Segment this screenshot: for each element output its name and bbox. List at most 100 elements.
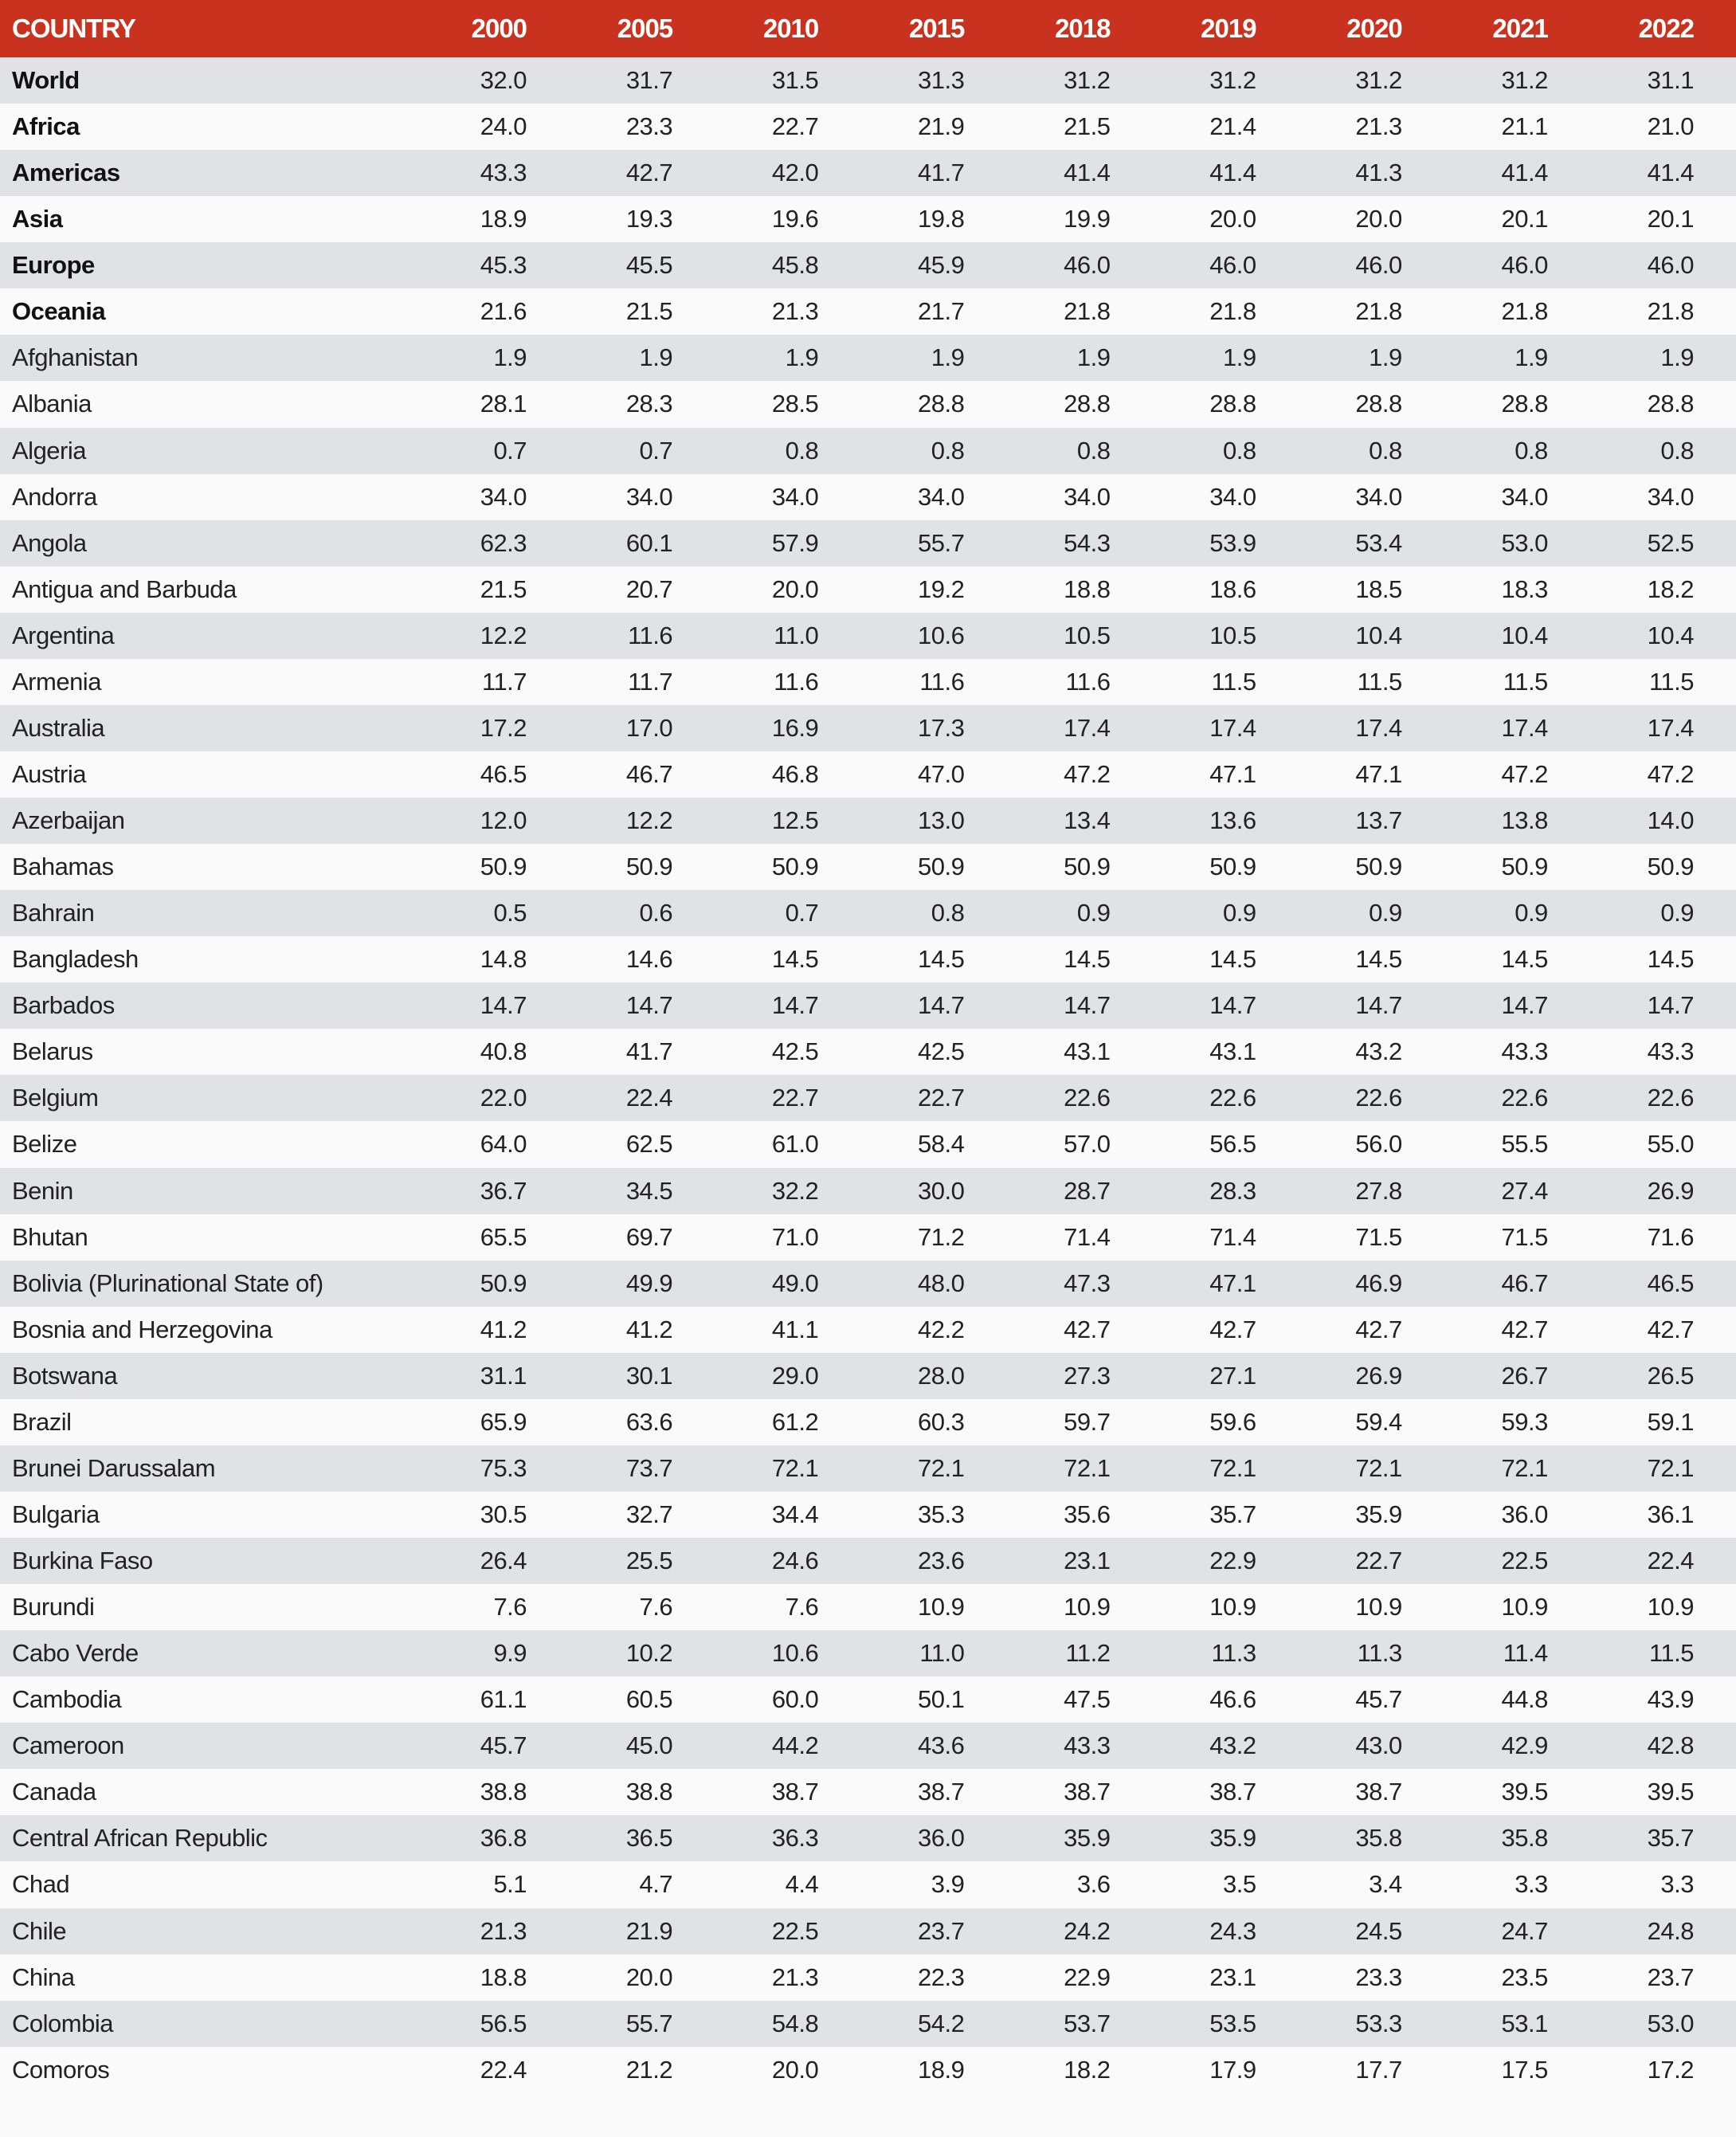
value-cell: 21.1: [1501, 112, 1548, 141]
value-cell: 43.2: [1209, 1731, 1256, 1760]
value-cell: 31.1: [480, 1361, 527, 1390]
value-cell: 18.9: [480, 205, 527, 233]
value-cell: 34.0: [480, 482, 527, 511]
value-cell: 7.6: [639, 1593, 673, 1621]
table-row: Burundi 7.6 7.6 7.6 10.9 10.9 10.9 10.9 10.9 10.9: [0, 1584, 1736, 1631]
value-cell: 21.5: [1064, 112, 1111, 141]
value-cell: 17.5: [1501, 2055, 1548, 2084]
value-cell: 34.5: [625, 1176, 673, 1205]
table-row: Andorra 34.0 34.0 34.0 34.0 34.0 34.0 34.0 34.0 3…: [0, 473, 1736, 520]
table-row: Cambodia 61.1 60.5 60.0 50.1 47.5 46.6 45.7 44.8…: [0, 1676, 1736, 1723]
value-cell: 11.3: [1211, 1639, 1257, 1668]
value-cell: 14.8: [480, 945, 527, 974]
value-cell: 34.0: [1355, 482, 1402, 511]
value-cell: 22.5: [771, 1916, 819, 1945]
value-cell: 60.0: [771, 1685, 819, 1714]
value-cell: 13.8: [1501, 806, 1548, 835]
value-cell: 36.1: [1647, 1500, 1695, 1528]
value-cell: 13.7: [1355, 806, 1402, 835]
value-cell: 72.1: [771, 1453, 819, 1482]
country-name-cell: Burkina Faso: [12, 1547, 153, 1575]
country-name-cell: Asia: [12, 205, 63, 233]
value-cell: 43.3: [1647, 1037, 1695, 1066]
value-cell: 35.9: [1209, 1824, 1256, 1853]
value-cell: 23.1: [1064, 1547, 1111, 1575]
value-cell: 35.7: [1647, 1824, 1695, 1853]
value-cell: 43.9: [1647, 1685, 1695, 1714]
value-cell: 50.9: [1355, 853, 1402, 881]
value-cell: 24.2: [1064, 1916, 1111, 1945]
table-row: Bahamas 50.9 50.9 50.9 50.9 50.9 50.9 50.9 50.9 5…: [0, 844, 1736, 891]
value-cell: 10.5: [1064, 621, 1111, 649]
value-cell: 42.0: [771, 159, 819, 187]
value-cell: 54.3: [1064, 528, 1111, 557]
country-name-cell: Bahrain: [12, 899, 95, 927]
country-name-cell: Botswana: [12, 1361, 118, 1390]
value-cell: 57.0: [1064, 1130, 1111, 1159]
header-row: COUNTRY 2000 2005 2010 2015 2018 2019 2020 2021 2…: [0, 0, 1736, 57]
value-cell: 11.5: [1357, 667, 1403, 696]
value-cell: 55.7: [918, 528, 965, 557]
value-cell: 1.9: [1660, 343, 1694, 372]
value-cell: 47.2: [1064, 759, 1111, 788]
value-cell: 11.5: [1503, 667, 1549, 696]
value-cell: 61.2: [771, 1407, 819, 1436]
value-cell: 45.0: [625, 1731, 673, 1760]
value-cell: 41.1: [771, 1315, 819, 1343]
value-cell: 0.7: [493, 436, 527, 465]
value-cell: 0.5: [493, 899, 527, 927]
value-cell: 21.8: [1064, 297, 1111, 326]
value-cell: 28.7: [1064, 1176, 1111, 1205]
value-cell: 47.0: [918, 759, 965, 788]
value-cell: 35.9: [1064, 1824, 1111, 1853]
country-data-table: COUNTRY 2000 2005 2010 2015 2018 2019 2020 2021 2…: [0, 0, 1736, 2084]
value-cell: 20.1: [1647, 205, 1695, 233]
value-cell: 38.8: [480, 1778, 527, 1806]
table-row: Canada 38.8 38.8 38.7 38.7 38.7 38.7 38.7 39.5 39…: [0, 1769, 1736, 1816]
value-cell: 14.0: [1647, 806, 1695, 835]
value-cell: 21.5: [480, 574, 527, 603]
value-cell: 41.2: [480, 1315, 527, 1343]
value-cell: 17.2: [1647, 2055, 1695, 2084]
value-cell: 21.3: [771, 297, 819, 326]
value-cell: 34.0: [918, 482, 965, 511]
value-cell: 11.7: [628, 667, 673, 696]
value-cell: 71.5: [1501, 1222, 1548, 1251]
table-row: China 18.8 20.0 21.3 22.3 22.9 23.1 23.3 23.5 23.…: [0, 1954, 1736, 2001]
table-row: Afghanistan 1.9 1.9 1.9 1.9 1.9 1.9 1.9 1.9 1.9: [0, 335, 1736, 382]
country-name-cell: Bahamas: [12, 853, 114, 881]
table-row: Europe 45.3 45.5 45.8 45.9 46.0 46.0 46.0 46.0 46…: [0, 242, 1736, 289]
value-cell: 32.0: [480, 66, 527, 95]
value-cell: 23.5: [1501, 1963, 1548, 1991]
country-name-cell: Belarus: [12, 1037, 93, 1066]
value-cell: 10.5: [1209, 621, 1256, 649]
country-name-cell: Bosnia and Herzegovina: [12, 1315, 272, 1343]
country-name-cell: World: [12, 66, 80, 95]
value-cell: 0.9: [1369, 899, 1402, 927]
value-cell: 42.9: [1501, 1731, 1548, 1760]
value-cell: 10.9: [1501, 1593, 1548, 1621]
value-cell: 43.3: [1064, 1731, 1111, 1760]
value-cell: 12.0: [480, 806, 527, 835]
value-cell: 71.5: [1355, 1222, 1402, 1251]
country-name-cell: Antigua and Barbuda: [12, 574, 237, 603]
value-cell: 10.6: [771, 1639, 819, 1668]
value-cell: 14.5: [1064, 945, 1111, 974]
value-cell: 28.8: [918, 390, 965, 418]
value-cell: 71.4: [1209, 1222, 1256, 1251]
value-cell: 42.7: [1647, 1315, 1695, 1343]
value-cell: 35.3: [918, 1500, 965, 1528]
value-cell: 24.7: [1501, 1916, 1548, 1945]
value-cell: 46.0: [1209, 251, 1256, 280]
column-header-year: 2015: [908, 14, 965, 43]
country-name-cell: Albania: [12, 390, 92, 418]
value-cell: 21.3: [480, 1916, 527, 1945]
country-name-cell: Europe: [12, 251, 95, 280]
value-cell: 42.5: [771, 1037, 819, 1066]
value-cell: 30.0: [918, 1176, 965, 1205]
table-row: Chile 21.3 21.9 22.5 23.7 24.2 24.3 24.5 24.7 24.…: [0, 1908, 1736, 1955]
value-cell: 62.3: [480, 528, 527, 557]
value-cell: 47.3: [1064, 1268, 1111, 1297]
value-cell: 42.7: [1355, 1315, 1402, 1343]
value-cell: 1.9: [1515, 343, 1548, 372]
